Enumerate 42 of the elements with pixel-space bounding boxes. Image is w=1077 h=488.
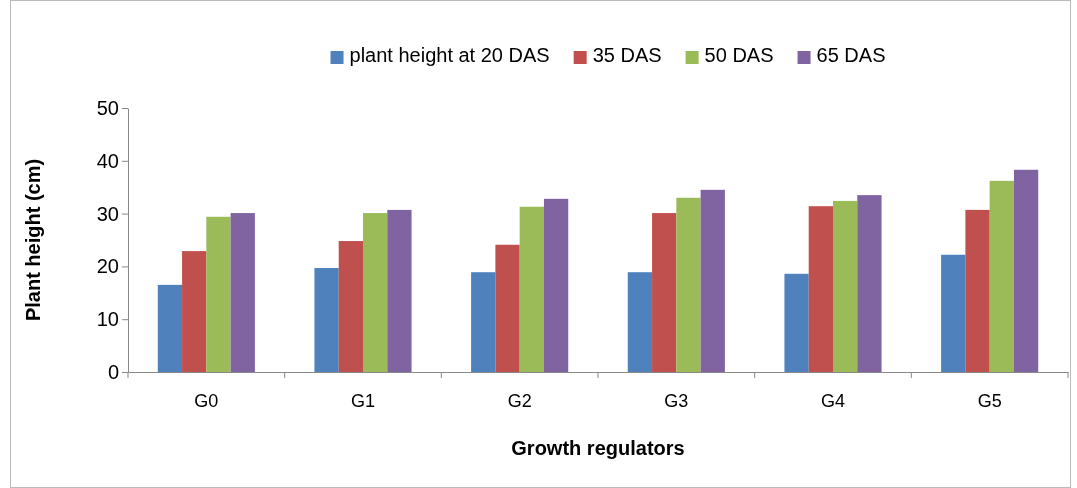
bar: [652, 213, 677, 372]
bar: [182, 251, 207, 372]
bar: [519, 206, 544, 372]
bar: [206, 216, 231, 372]
x-tick-label: G1: [350, 390, 376, 411]
y-axis-title: Plant height (cm): [22, 158, 44, 322]
bar: [808, 206, 833, 372]
bar: [989, 180, 1014, 372]
bar: [833, 200, 858, 372]
bar: [387, 209, 412, 372]
y-tick-label: 30: [96, 202, 119, 225]
legend-label: 50 DAS: [704, 44, 774, 66]
y-tick-label: 40: [96, 149, 119, 172]
x-axis-title: Growth regulators: [511, 437, 685, 459]
bar: [700, 189, 725, 372]
bar: [627, 272, 653, 372]
bar: [941, 254, 966, 372]
x-tick-label: G2: [507, 390, 532, 411]
y-tick-label: 20: [96, 255, 119, 278]
y-tick-label: 50: [96, 96, 119, 119]
x-tick-label: G5: [977, 390, 1002, 411]
legend-label: plant height at 20 DAS: [349, 44, 550, 66]
bar: [363, 213, 388, 372]
x-tick-label: G0: [194, 390, 219, 411]
y-tick-label: 10: [96, 308, 119, 331]
legend-label: 35 DAS: [592, 44, 662, 66]
bar: [314, 267, 339, 372]
bar: [338, 241, 363, 372]
bar: [230, 213, 255, 372]
x-tick-label: G4: [820, 390, 846, 411]
y-tick-label: 0: [107, 360, 119, 383]
bar: [1013, 169, 1039, 372]
bar: [676, 197, 701, 372]
bar: [543, 198, 569, 372]
legend-label: 65 DAS: [816, 44, 886, 66]
bar: [495, 244, 520, 372]
bar: [857, 195, 882, 372]
bar: [157, 284, 183, 372]
x-tick-label: G3: [664, 390, 689, 411]
bar: [965, 209, 990, 372]
bar: [471, 272, 496, 372]
bar: [784, 273, 809, 372]
